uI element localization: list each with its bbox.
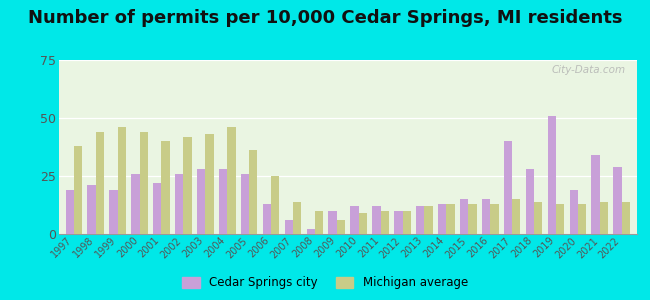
Bar — [205, 134, 214, 234]
Bar — [438, 204, 447, 234]
Bar — [240, 174, 249, 234]
Bar — [534, 202, 542, 234]
Bar — [328, 211, 337, 234]
Bar — [482, 199, 490, 234]
Bar — [381, 211, 389, 234]
Bar — [569, 190, 578, 234]
Bar — [66, 190, 74, 234]
Bar — [350, 206, 359, 234]
Bar — [96, 132, 104, 234]
Bar — [175, 174, 183, 234]
Bar — [490, 204, 499, 234]
Bar — [402, 211, 411, 234]
Bar — [87, 185, 96, 234]
Bar — [263, 204, 271, 234]
Bar — [153, 183, 161, 234]
Text: City-Data.com: City-Data.com — [551, 65, 625, 75]
Bar — [183, 136, 192, 234]
Bar — [460, 199, 468, 234]
Bar — [621, 202, 630, 234]
Bar — [600, 202, 608, 234]
Bar — [140, 132, 148, 234]
Bar — [249, 151, 257, 234]
Bar — [614, 167, 621, 234]
Bar — [394, 211, 402, 234]
Bar — [512, 199, 521, 234]
Bar — [447, 204, 455, 234]
Bar — [109, 190, 118, 234]
Bar — [118, 127, 126, 234]
Bar — [74, 146, 82, 234]
Bar — [315, 211, 323, 234]
Bar — [416, 206, 424, 234]
Bar — [307, 230, 315, 234]
Bar — [359, 213, 367, 234]
Bar — [547, 116, 556, 234]
Bar — [293, 202, 302, 234]
Bar — [271, 176, 280, 234]
Bar — [592, 155, 600, 234]
Bar — [219, 169, 227, 234]
Bar — [556, 204, 564, 234]
Bar — [337, 220, 345, 234]
Bar — [227, 127, 235, 234]
Bar — [131, 174, 140, 234]
Bar — [504, 141, 512, 234]
Bar — [468, 204, 476, 234]
Bar — [424, 206, 433, 234]
Bar — [197, 169, 205, 234]
Bar — [285, 220, 293, 234]
Text: Number of permits per 10,000 Cedar Springs, MI residents: Number of permits per 10,000 Cedar Sprin… — [28, 9, 622, 27]
Legend: Cedar Springs city, Michigan average: Cedar Springs city, Michigan average — [177, 272, 473, 294]
Bar — [372, 206, 381, 234]
Bar — [526, 169, 534, 234]
Bar — [578, 204, 586, 234]
Bar — [161, 141, 170, 234]
